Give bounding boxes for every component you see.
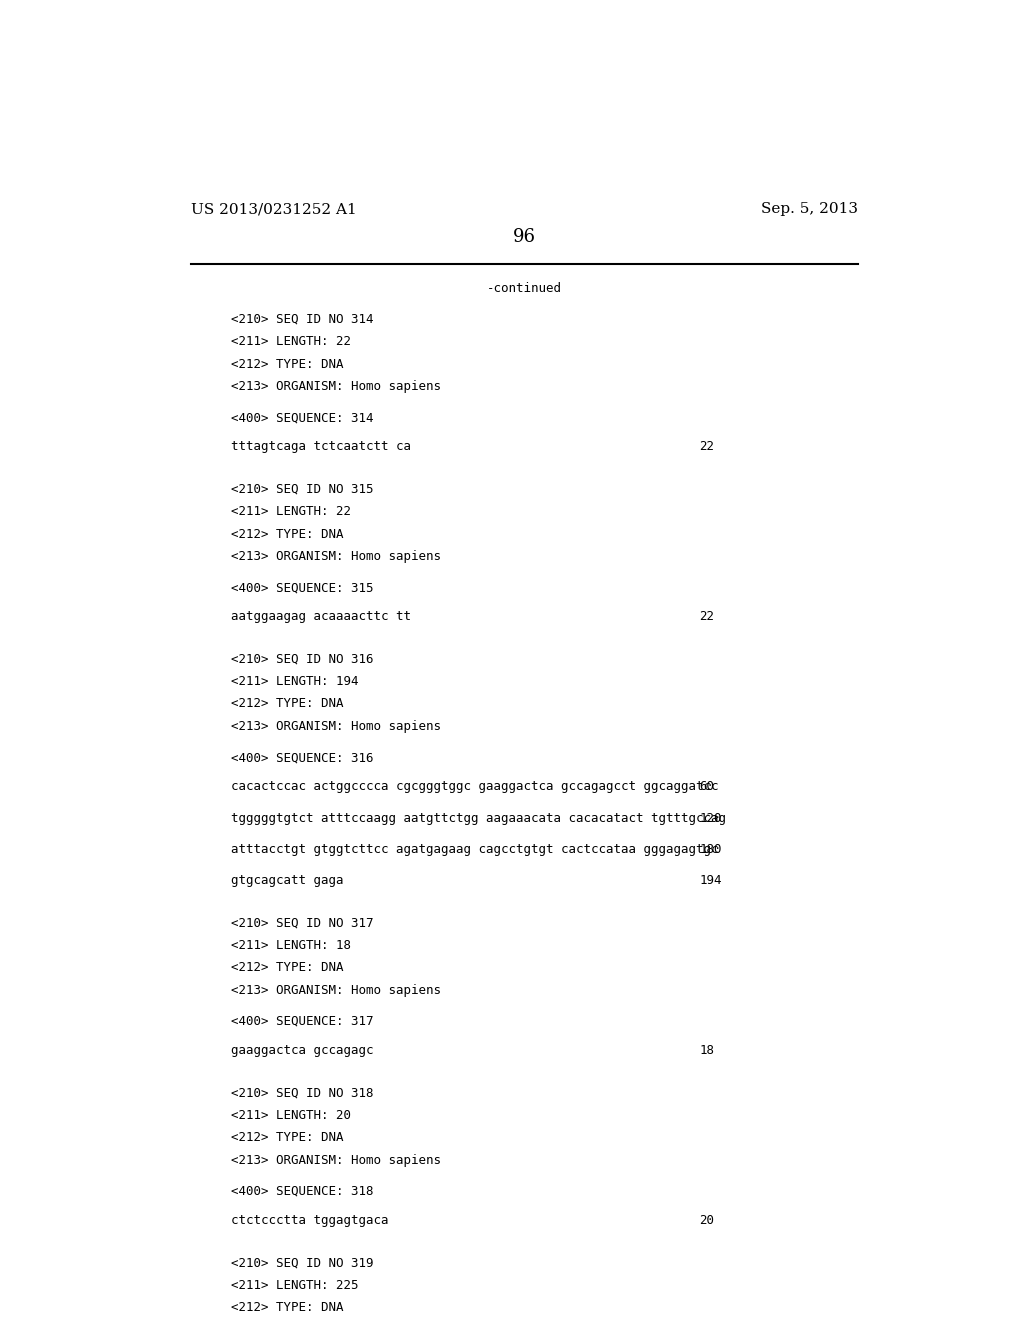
Text: <210> SEQ ID NO 315: <210> SEQ ID NO 315 [231, 483, 374, 496]
Text: 22: 22 [699, 610, 715, 623]
Text: <210> SEQ ID NO 316: <210> SEQ ID NO 316 [231, 653, 374, 665]
Text: <211> LENGTH: 18: <211> LENGTH: 18 [231, 939, 351, 952]
Text: <210> SEQ ID NO 314: <210> SEQ ID NO 314 [231, 313, 374, 326]
Text: <211> LENGTH: 20: <211> LENGTH: 20 [231, 1109, 351, 1122]
Text: <400> SEQUENCE: 314: <400> SEQUENCE: 314 [231, 412, 374, 424]
Text: 18: 18 [699, 1044, 715, 1057]
Text: <212> TYPE: DNA: <212> TYPE: DNA [231, 961, 344, 974]
Text: <400> SEQUENCE: 316: <400> SEQUENCE: 316 [231, 751, 374, 764]
Text: <213> ORGANISM: Homo sapiens: <213> ORGANISM: Homo sapiens [231, 719, 441, 733]
Text: 60: 60 [699, 780, 715, 793]
Text: <211> LENGTH: 225: <211> LENGTH: 225 [231, 1279, 358, 1292]
Text: <212> TYPE: DNA: <212> TYPE: DNA [231, 528, 344, 541]
Text: <211> LENGTH: 194: <211> LENGTH: 194 [231, 675, 358, 688]
Text: <400> SEQUENCE: 317: <400> SEQUENCE: 317 [231, 1015, 374, 1028]
Text: 22: 22 [699, 441, 715, 453]
Text: <213> ORGANISM: Homo sapiens: <213> ORGANISM: Homo sapiens [231, 983, 441, 997]
Text: Sep. 5, 2013: Sep. 5, 2013 [761, 202, 858, 216]
Text: <213> ORGANISM: Homo sapiens: <213> ORGANISM: Homo sapiens [231, 550, 441, 562]
Text: <400> SEQUENCE: 318: <400> SEQUENCE: 318 [231, 1185, 374, 1199]
Text: cacactccac actggcccca cgcgggtggc gaaggactca gccagagcct ggcaggatcc: cacactccac actggcccca cgcgggtggc gaaggac… [231, 780, 719, 793]
Text: atttacctgt gtggtcttcc agatgagaag cagcctgtgt cactccataa gggagagtgc: atttacctgt gtggtcttcc agatgagaag cagcctg… [231, 843, 719, 855]
Text: 96: 96 [513, 227, 537, 246]
Text: tttagtcaga tctcaatctt ca: tttagtcaga tctcaatctt ca [231, 441, 412, 453]
Text: <212> TYPE: DNA: <212> TYPE: DNA [231, 358, 344, 371]
Text: 20: 20 [699, 1214, 715, 1228]
Text: <212> TYPE: DNA: <212> TYPE: DNA [231, 697, 344, 710]
Text: gtgcagcatt gaga: gtgcagcatt gaga [231, 874, 344, 887]
Text: <210> SEQ ID NO 318: <210> SEQ ID NO 318 [231, 1086, 374, 1100]
Text: 194: 194 [699, 874, 722, 887]
Text: <212> TYPE: DNA: <212> TYPE: DNA [231, 1131, 344, 1144]
Text: ctctccctta tggagtgaca: ctctccctta tggagtgaca [231, 1214, 389, 1228]
Text: gaaggactca gccagagc: gaaggactca gccagagc [231, 1044, 374, 1057]
Text: <211> LENGTH: 22: <211> LENGTH: 22 [231, 506, 351, 519]
Text: <211> LENGTH: 22: <211> LENGTH: 22 [231, 335, 351, 348]
Text: <212> TYPE: DNA: <212> TYPE: DNA [231, 1302, 344, 1315]
Text: tgggggtgtct atttccaagg aatgttctgg aagaaacata cacacatact tgtttgccag: tgggggtgtct atttccaagg aatgttctgg aagaaa… [231, 812, 726, 825]
Text: 180: 180 [699, 843, 722, 855]
Text: -continued: -continued [487, 282, 562, 296]
Text: aatggaagag acaaaacttc tt: aatggaagag acaaaacttc tt [231, 610, 412, 623]
Text: 120: 120 [699, 812, 722, 825]
Text: <210> SEQ ID NO 319: <210> SEQ ID NO 319 [231, 1257, 374, 1270]
Text: <210> SEQ ID NO 317: <210> SEQ ID NO 317 [231, 916, 374, 929]
Text: <213> ORGANISM: Homo sapiens: <213> ORGANISM: Homo sapiens [231, 1154, 441, 1167]
Text: <213> ORGANISM: Homo sapiens: <213> ORGANISM: Homo sapiens [231, 380, 441, 393]
Text: <400> SEQUENCE: 315: <400> SEQUENCE: 315 [231, 581, 374, 594]
Text: US 2013/0231252 A1: US 2013/0231252 A1 [191, 202, 357, 216]
